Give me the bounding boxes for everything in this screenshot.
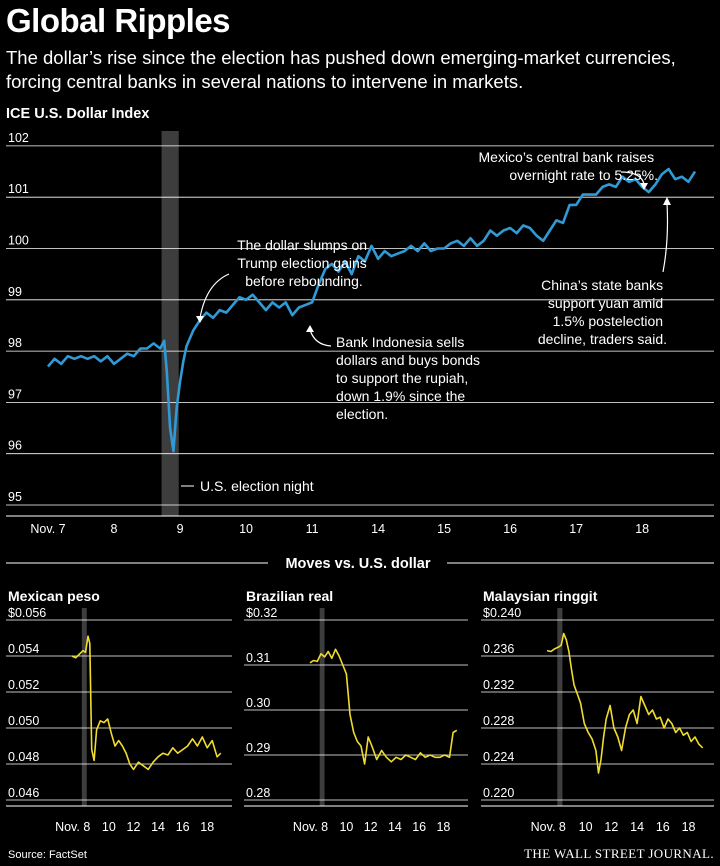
- main-x-ticks: Nov. 7 8 9 10 11 14 15 16 17 18: [30, 522, 649, 536]
- main-y-ticks: 95 96 97 98 99 100 101 102: [8, 131, 29, 504]
- main-x-tick-label: Nov. 7: [30, 522, 65, 536]
- main-x-tick-label: 17: [569, 522, 583, 536]
- small-x-tick-label: 10: [579, 820, 593, 834]
- main-y-tick-label: 98: [8, 336, 22, 350]
- small-x-tick-label: Nov. 8: [293, 820, 328, 834]
- small-x-tick-label: 14: [151, 820, 165, 834]
- currency-line: [546, 632, 704, 774]
- small-y-tick-label: $0.056: [8, 606, 46, 620]
- annotation-bank-indonesia: Bank Indonesia sells dollars and buys bo…: [336, 334, 484, 422]
- main-x-tick-label: 9: [177, 522, 184, 536]
- small-chart-title: Malaysian ringgit: [483, 588, 598, 604]
- main-y-tick-label: 102: [8, 131, 29, 145]
- main-x-tick-label: 10: [239, 522, 253, 536]
- dollar-index-line: [47, 167, 697, 453]
- section-title: Moves vs. U.S. dollar: [285, 556, 430, 572]
- election-night-band: [161, 131, 179, 516]
- currency-line: [309, 648, 458, 765]
- small-y-tick-label: 0.048: [8, 750, 39, 764]
- main-y-tick-label: 100: [8, 234, 29, 248]
- small-x-tick-label: 14: [630, 820, 644, 834]
- small-x-tick-label: 16: [176, 820, 190, 834]
- small-x-tick-label: 18: [682, 820, 696, 834]
- small-y-tick-label: 0.054: [8, 642, 39, 656]
- main-x-tick-label: 18: [635, 522, 649, 536]
- small-y-tick-label: 0.046: [8, 786, 39, 800]
- small-x-tick-label: 16: [412, 820, 426, 834]
- dollar-index-chart: 95 96 97 98 99 100 101 102 Nov. 7 8 9 10 11 14 15 16 17…: [6, 131, 714, 536]
- election-band: [81, 608, 87, 806]
- main-x-tick-label: 8: [111, 522, 118, 536]
- small-x-tick-label: 10: [102, 820, 116, 834]
- arrow-bank-indonesia: [309, 329, 332, 347]
- main-chart-title: ICE U.S. Dollar Index: [6, 106, 150, 122]
- arrowhead-dollar-slumps: [196, 316, 204, 323]
- small-x-tick-label: 14: [388, 820, 402, 834]
- small-x-tick-label: 12: [364, 820, 378, 834]
- small-x-tick-label: 12: [127, 820, 141, 834]
- small-x-tick-label: Nov. 8: [531, 820, 566, 834]
- arrowhead-mexico-rate: [640, 183, 648, 190]
- small-y-tick-label: 0.228: [483, 714, 514, 728]
- main-y-tick-label: 101: [8, 182, 29, 196]
- arrowhead-china-banks: [663, 197, 671, 205]
- main-y-tick-label: 95: [8, 490, 22, 504]
- small-chart-title: Brazilian real: [246, 588, 333, 604]
- small-y-tick-label: 0.31: [246, 651, 270, 665]
- page-title: Global Ripples: [6, 2, 231, 39]
- annotation-china-banks: China’s state banks support yuan amid 1.…: [538, 277, 667, 347]
- election-band: [319, 608, 325, 806]
- small-x-tick-label: 10: [339, 820, 353, 834]
- small-chart-title: Mexican peso: [8, 588, 100, 604]
- main-x-tick-label: 15: [437, 522, 451, 536]
- arrow-mexico-rate: [620, 171, 645, 185]
- small-y-tick-label: $0.32: [246, 606, 277, 620]
- page-subtitle: The dollar’s rise since the election has…: [6, 47, 676, 92]
- main-x-tick-label: 16: [503, 522, 517, 536]
- small-y-tick-label: 0.232: [483, 678, 514, 692]
- arrow-dollar-slumps: [199, 273, 230, 319]
- main-x-tick-label: 14: [371, 522, 385, 536]
- annotation-dollar-slumps: The dollar slumps on Trump election gain…: [237, 237, 371, 289]
- small-y-tick-label: $0.240: [483, 606, 521, 620]
- main-y-tick-label: 99: [8, 285, 22, 299]
- annotation-mexico-rate: Mexico’s central bank raises overnight r…: [479, 149, 659, 183]
- small-x-tick-label: 12: [604, 820, 618, 834]
- small-x-tick-label: Nov. 8: [55, 820, 90, 834]
- arrow-china-banks: [662, 202, 669, 273]
- small-x-tick-label: 18: [200, 820, 214, 834]
- small-y-tick-label: 0.28: [246, 786, 270, 800]
- election-night-label: U.S. election night: [200, 478, 314, 494]
- small-y-tick-label: 0.29: [246, 741, 270, 755]
- election-band: [557, 608, 563, 806]
- small-y-tick-label: 0.220: [483, 786, 514, 800]
- small-x-tick-label: 16: [656, 820, 670, 834]
- small-y-tick-label: 0.050: [8, 714, 39, 728]
- small-x-tick-label: 18: [436, 820, 450, 834]
- main-x-tick-label: 11: [306, 522, 319, 536]
- brazilian-real-chart: Brazilian real $0.32 0.31 0.30 0.29 0.28 Nov. …: [244, 588, 468, 834]
- small-y-tick-label: 0.224: [483, 750, 514, 764]
- small-y-tick-label: 0.236: [483, 642, 514, 656]
- small-y-tick-label: 0.052: [8, 678, 39, 692]
- arrowhead-bank-indonesia: [306, 325, 314, 332]
- publisher-logo: THE WALL STREET JOURNAL.: [524, 846, 714, 861]
- source-note: Source: FactSet: [8, 849, 87, 861]
- main-y-tick-label: 97: [8, 387, 22, 401]
- mexican-peso-chart: Mexican peso $0.056 0.054 0.052 0.050 0.048 0.…: [6, 588, 232, 834]
- main-y-tick-label: 96: [8, 439, 22, 453]
- currency-line: [71, 635, 222, 771]
- small-y-tick-label: 0.30: [246, 696, 270, 710]
- main-grid: [6, 145, 714, 517]
- malaysian-ringgit-chart: Malaysian ringgit $0.240 0.236 0.232 0.228 0.…: [481, 588, 714, 834]
